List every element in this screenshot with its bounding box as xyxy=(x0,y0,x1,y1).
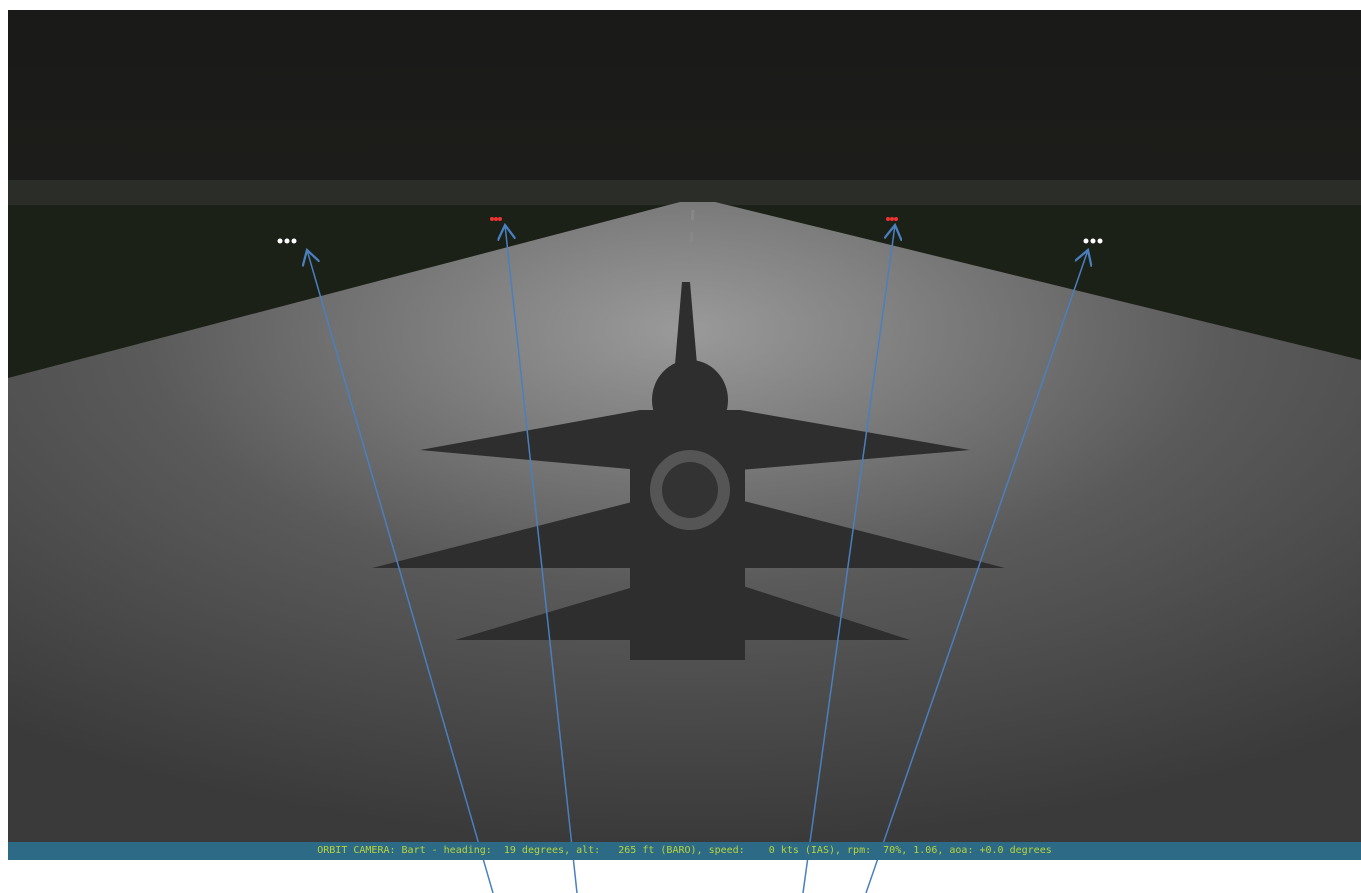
centerline xyxy=(688,209,695,266)
annotation-arrows xyxy=(307,225,1088,893)
aircraft xyxy=(372,282,1005,660)
lights xyxy=(277,217,1103,244)
status-bar: ORBIT CAMERA: Bart - heading: 19 degrees… xyxy=(8,842,1361,860)
